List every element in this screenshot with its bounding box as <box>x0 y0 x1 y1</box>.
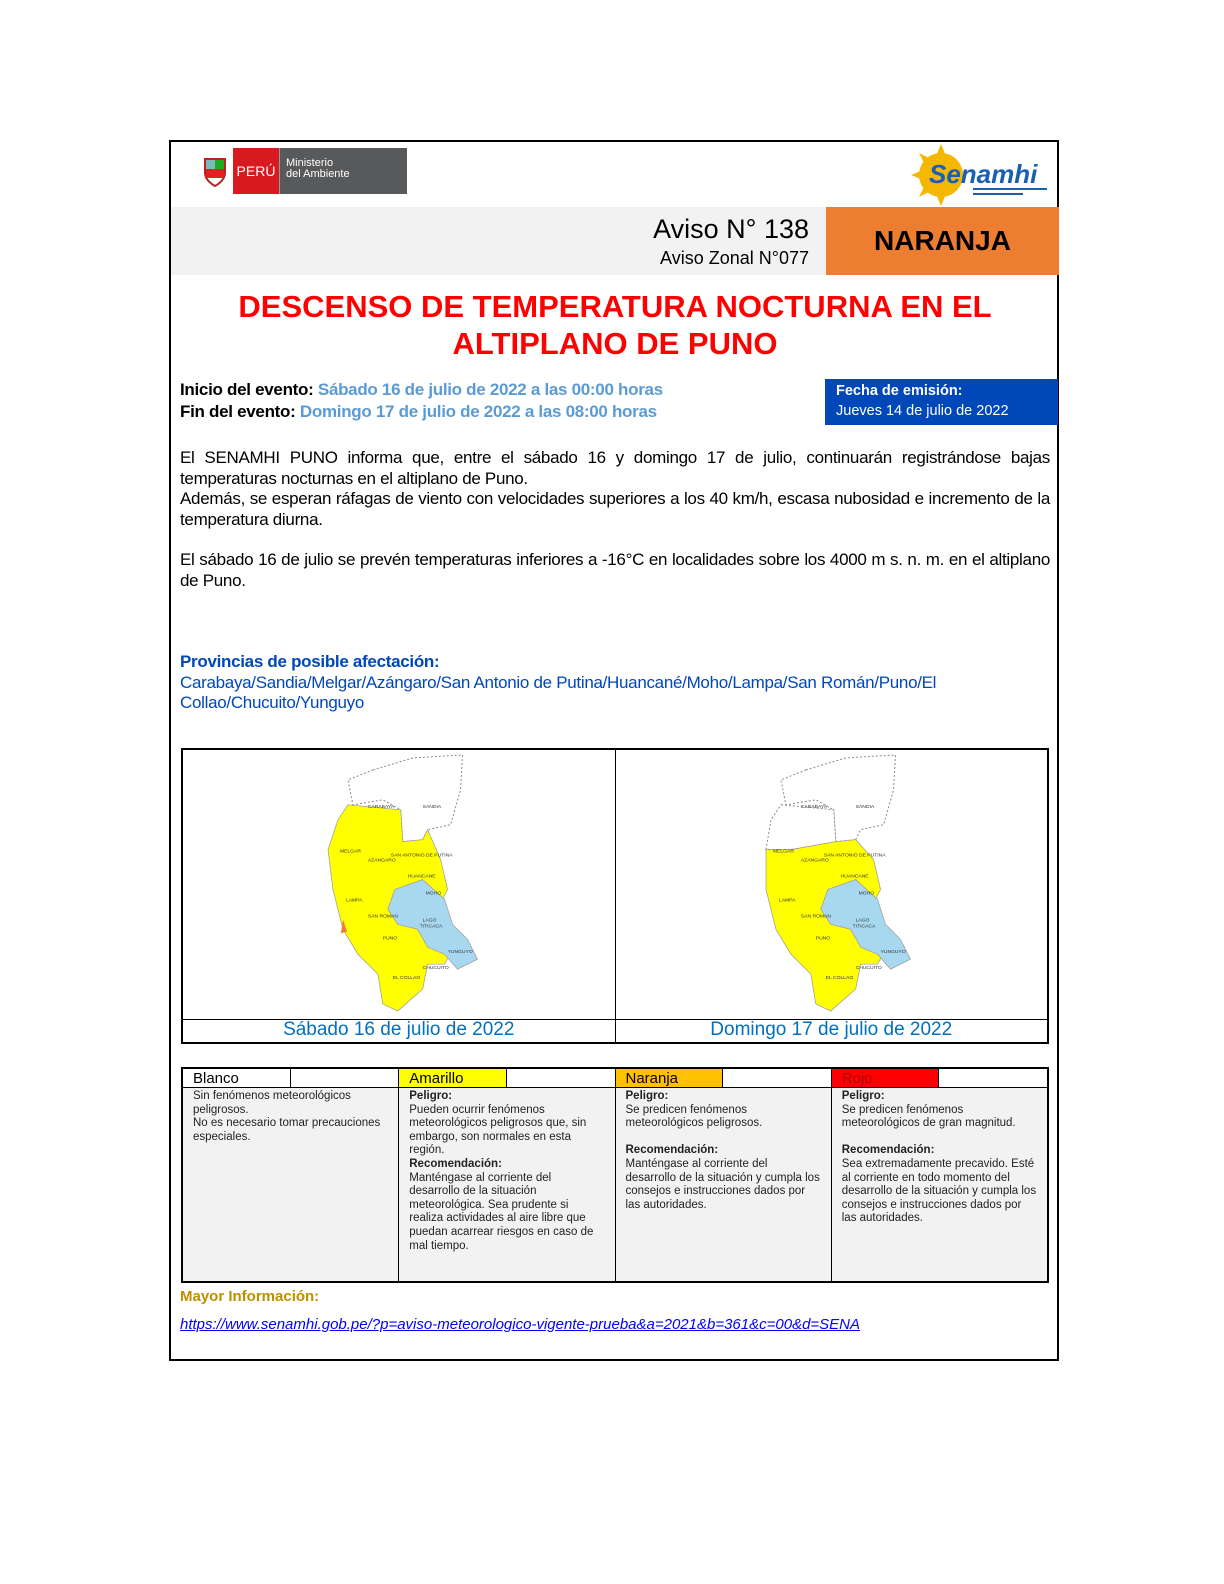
aviso-number: Aviso N° 138 <box>653 214 809 244</box>
svg-text:CARABAYA: CARABAYA <box>800 804 827 810</box>
svg-text:YUNGUYO: YUNGUYO <box>880 949 905 955</box>
svg-text:CARABAYA: CARABAYA <box>368 804 395 810</box>
legend-blanco: Blanco Sin fenómenos meteorológicos peli… <box>183 1069 400 1281</box>
provinces: Provincias de posible afectación: Carabay… <box>180 652 937 712</box>
svg-text:SAN ANTONIO DE PUTINA: SAN ANTONIO DE PUTINA <box>823 853 885 859</box>
event-end: Fin del evento: Domingo 17 de julio de 2… <box>180 402 657 421</box>
svg-text:MELGAR: MELGAR <box>340 849 361 855</box>
svg-text:SAN ROMAN: SAN ROMAN <box>800 913 831 919</box>
body-paragraph: El sábado 16 de julio se prevén temperat… <box>180 550 1050 590</box>
bulletin: PERÚ Ministerio del Ambiente Senamhi Avis… <box>169 140 1059 1361</box>
svg-text:SAN ANTONIO DE PUTINA: SAN ANTONIO DE PUTINA <box>391 853 453 859</box>
legend-amarillo: Amarillo Peligro: Pueden ocurrir fenómeno… <box>399 1069 616 1281</box>
svg-text:Senamhi: Senamhi <box>929 159 1038 189</box>
map-sunday: CARABAYA SANDIA MELGAR AZANGARO SAN ANTONIO … <box>615 750 1047 1042</box>
svg-text:EL COLLAO: EL COLLAO <box>825 975 853 981</box>
svg-text:LAMPA: LAMPA <box>778 897 795 903</box>
map-caption: Domingo 17 de julio de 2022 <box>710 1019 953 1040</box>
svg-text:SANDIA: SANDIA <box>423 804 442 810</box>
svg-text:LAGO: LAGO <box>855 917 869 923</box>
coat-of-arms-icon <box>197 148 233 194</box>
ministry-logo: PERÚ Ministerio del Ambiente <box>197 148 407 194</box>
svg-text:LAMPA: LAMPA <box>346 897 363 903</box>
svg-text:SAN ROMAN: SAN ROMAN <box>368 913 399 919</box>
svg-text:CHUCUITO: CHUCUITO <box>855 965 881 971</box>
country-label: PERÚ <box>233 148 279 194</box>
emission-date: Fecha de emisión: Jueves 14 de julio de 2… <box>825 379 1058 425</box>
alert-level-badge: NARANJA <box>826 207 1059 275</box>
maps-table: CARABAYA SANDIA MELGAR AZANGARO SAN ANTONIO … <box>181 748 1049 1044</box>
senamhi-logo: Senamhi <box>911 144 1051 206</box>
map-caption: Sábado 16 de julio de 2022 <box>283 1019 515 1040</box>
event-start: Inicio del evento: Sábado 16 de julio de… <box>180 380 663 399</box>
legend-swatch: Naranja <box>615 1069 724 1087</box>
svg-text:TITICACA: TITICACA <box>420 923 443 929</box>
map-saturday: CARABAYA SANDIA MELGAR AZANGARO SAN ANTONIO … <box>183 750 616 1042</box>
legend-rojo: Rojo Peligro: Se predicen fenómenos meteo… <box>831 1069 1047 1281</box>
svg-text:CHUCUITO: CHUCUITO <box>423 965 449 971</box>
svg-text:YUNGUYO: YUNGUYO <box>448 949 473 955</box>
header-band <box>171 207 826 275</box>
alert-legend: Blanco Sin fenómenos meteorológicos peli… <box>181 1067 1049 1283</box>
svg-text:EL COLLAO: EL COLLAO <box>393 975 421 981</box>
more-info-link[interactable]: https://www.senamhi.gob.pe/?p=aviso-mete… <box>180 1316 861 1333</box>
body-paragraph: El SENAMHI PUNO informa que, entre el sá… <box>180 448 1050 529</box>
svg-text:MELGAR: MELGAR <box>772 849 793 855</box>
svg-text:PUNO: PUNO <box>815 935 829 941</box>
aviso-zonal: Aviso Zonal N°077 <box>660 248 809 268</box>
legend-naranja: Naranja Peligro: Se predicen fenómenos me… <box>615 1069 832 1281</box>
svg-text:LAGO: LAGO <box>423 917 437 923</box>
svg-text:AZANGARO: AZANGARO <box>800 858 828 864</box>
legend-swatch: Blanco <box>183 1069 291 1087</box>
more-info-label: Mayor Información: <box>180 1288 320 1305</box>
legend-swatch: Rojo <box>831 1069 940 1087</box>
ministry-label: Ministerio del Ambiente <box>279 148 407 194</box>
page-title: DESCENSO DE TEMPERATURA NOCTURNA EN EL AL… <box>238 289 992 361</box>
svg-text:PUNO: PUNO <box>383 935 397 941</box>
svg-text:MOHO: MOHO <box>426 890 442 896</box>
svg-text:HUANCANE: HUANCANE <box>408 874 437 880</box>
svg-text:AZANGARO: AZANGARO <box>368 858 396 864</box>
svg-text:MOHO: MOHO <box>858 890 874 896</box>
svg-text:HUANCANE: HUANCANE <box>840 874 869 880</box>
svg-text:TITICACA: TITICACA <box>852 923 875 929</box>
svg-text:SANDIA: SANDIA <box>855 804 874 810</box>
legend-swatch: Amarillo <box>399 1069 507 1087</box>
